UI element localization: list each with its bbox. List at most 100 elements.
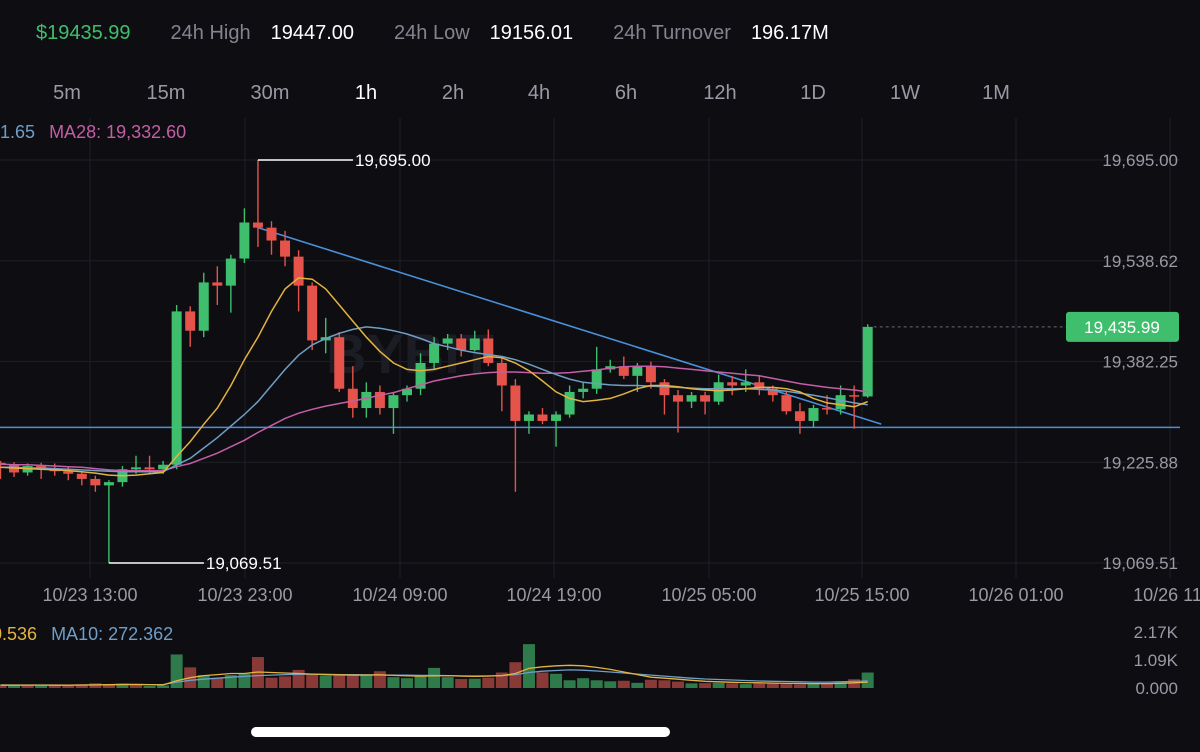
volume-bar [319,675,332,688]
candle-body [537,414,548,421]
volume-bar [21,684,34,688]
volume-bars [0,644,874,688]
volume-bar [495,672,508,688]
volume-bar [306,674,319,688]
home-indicator [251,727,670,737]
interval-tab[interactable]: 5m [53,82,81,104]
vol-ma-legend-short: 30.536 [0,624,38,644]
volume-bar [387,677,400,688]
candle-body [293,256,304,286]
turnover-value: 196.17M [750,21,829,44]
interval-tab[interactable]: 30m [250,82,290,104]
candle-body [713,382,724,402]
volume-bar [130,684,142,688]
candle-body [564,391,575,415]
candle-body [198,282,209,331]
y-axis-tick-label: 19,069.51 [1102,554,1178,573]
x-axis-tick-label: 10/23 13:00 [42,585,137,605]
volume-bar [821,683,834,688]
candle-body [618,366,629,376]
volume-ma-short-line [0,664,868,686]
interval-tab[interactable]: 4h [527,82,551,104]
ma-short-line [0,277,868,477]
ma-long-line [0,365,868,472]
candle-body [700,395,711,402]
candle-body [781,395,792,412]
volume-bar [468,678,481,688]
candle-body [63,471,74,474]
volume-bar [631,682,644,688]
candle-body [767,388,778,396]
volume-bar [333,674,346,688]
candle-body [131,467,141,470]
candle-body [374,391,385,409]
x-axis-tick-label: 10/25 15:00 [814,585,909,605]
volume-y-tick-label: 1.09K [1134,651,1179,670]
candles [0,160,873,563]
interval-tab[interactable]: 2h [441,82,465,104]
volume-bar [848,679,861,688]
high-value: 19447.00 [270,21,355,44]
volume-bar [428,667,441,688]
interval-tab[interactable]: 6h [614,82,638,104]
high-label: 24h High [170,21,251,44]
volume-bar [834,682,847,688]
volume-bar [48,685,61,688]
volume-bar [441,677,454,688]
candle-body [266,227,277,241]
volume-bar [102,684,115,688]
candle-body [388,395,399,409]
candle-body [510,385,521,421]
volume-bar [793,684,806,688]
candle-body [185,311,196,331]
candle-body [225,258,236,286]
volume-bar [482,677,495,688]
candle-body [862,326,873,397]
interval-tab[interactable]: 1M [982,82,1010,104]
candle-body [591,369,602,389]
volume-bar [211,677,224,688]
last-price: $19435.99 [36,21,131,44]
x-axis-tick-label: 10/24 19:00 [506,585,601,605]
volume-bar [116,683,129,688]
volume-bar [685,683,698,688]
volume-bar [75,684,88,688]
candle-body [402,388,412,396]
candlestick-chart[interactable]: BYBIT 19,695.00 19,538.62 19,382.25 19,225.8… [0,118,1200,618]
interval-selector: 5m 15m 30m 1h 2h 4h 6h 12h 1D 1W 1M [0,74,1200,118]
candle-body [415,362,426,389]
volume-bar [739,684,752,688]
volume-bar [224,675,237,688]
low-marker-label: 19,069.51 [206,554,282,573]
candle-body [429,343,440,363]
candle-body [645,366,656,383]
candle-body [252,222,263,228]
exchange-watermark: BYBIT [326,322,494,385]
candle-body [483,338,494,363]
interval-tab[interactable]: 1W [890,82,920,104]
candle-body [659,382,670,396]
interval-tab[interactable]: 15m [146,82,186,104]
candle-body [334,337,345,389]
volume-y-tick-label: 2.17K [1134,623,1179,642]
volume-bar [265,677,278,688]
candle-body [347,388,358,409]
volume-bar [455,678,468,688]
volume-bar [577,678,590,688]
x-axis-tick-label: 10/26 11: [1133,585,1200,605]
candle-body [212,282,223,286]
candle-body [835,395,846,410]
candle-body [686,395,697,402]
candle-body [442,338,453,344]
interval-tab[interactable]: 12h [703,82,737,104]
low-value: 19156.01 [489,21,574,44]
candle-body [307,285,318,341]
volume-bar [699,683,712,688]
candle-body [808,408,819,421]
volume-bar [644,679,657,688]
volume-bar [672,681,684,688]
interval-tab[interactable]: 1h [354,82,378,104]
volume-chart[interactable]: 2.17K 1.09K 0.000 [0,620,1200,695]
candle-body [90,478,101,486]
interval-tab[interactable]: 1D [800,82,826,104]
